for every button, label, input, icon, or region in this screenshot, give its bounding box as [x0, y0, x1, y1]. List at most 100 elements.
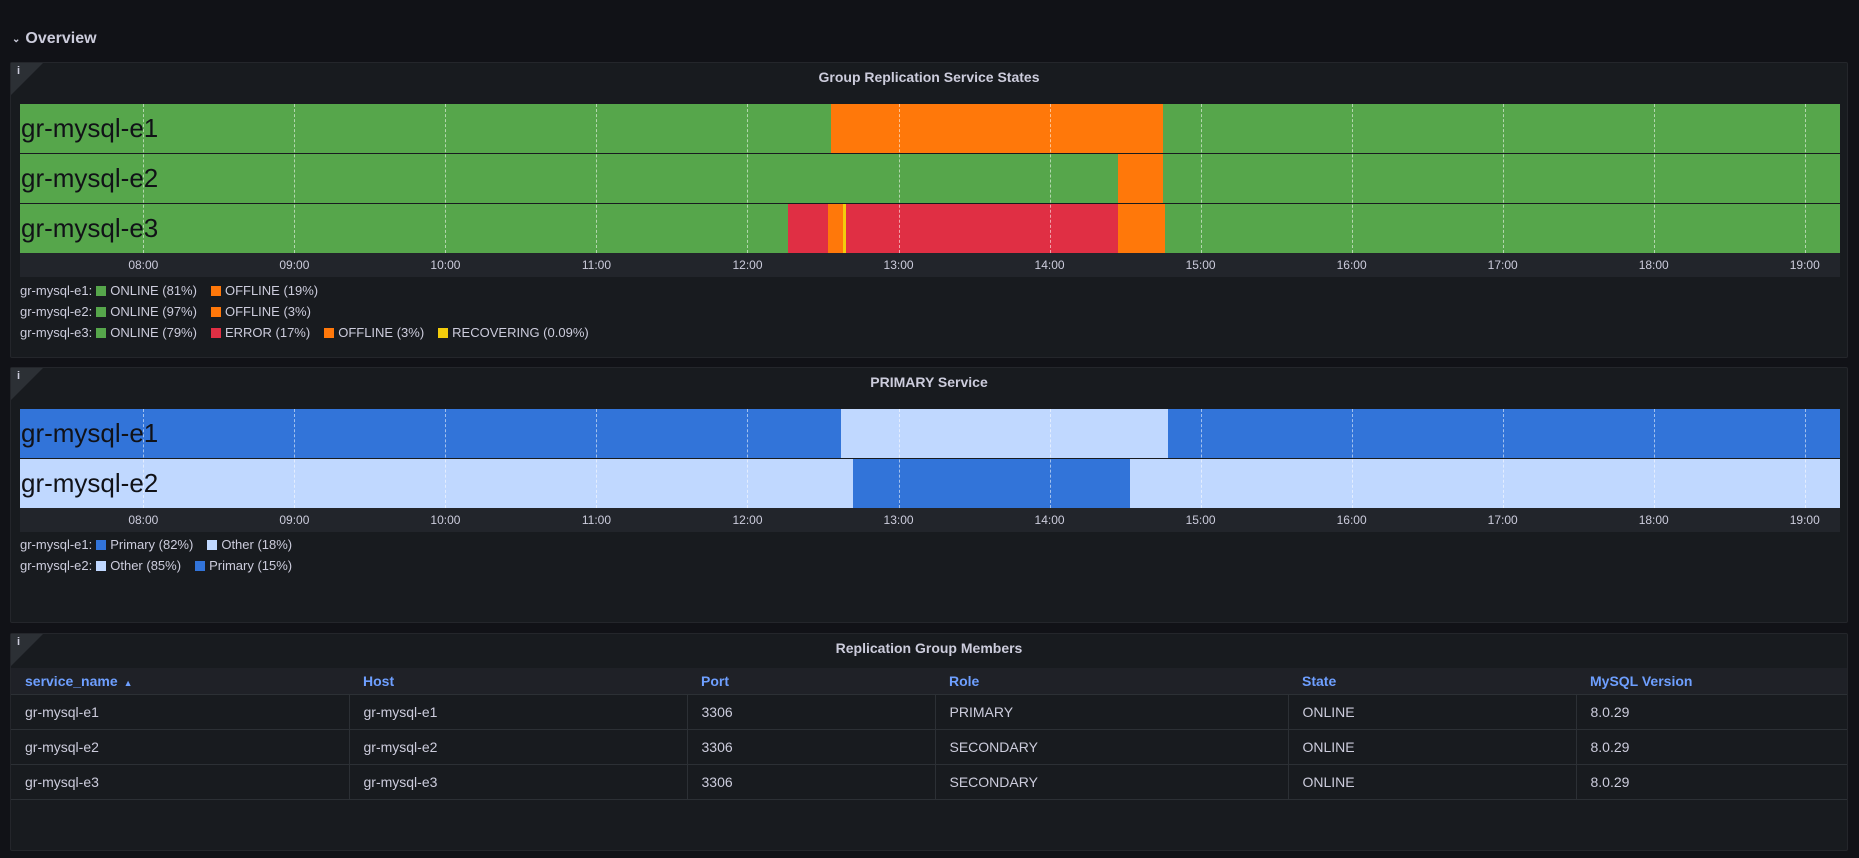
legend-item[interactable]: OFFLINE (19%)	[210, 283, 318, 298]
time-axis-tick-label: 11:00	[581, 513, 612, 527]
panel-group-replication-service-states: i Group Replication Service States gr-my…	[10, 62, 1848, 358]
column-header-mysql-version[interactable]: MySQL Version	[1576, 668, 1847, 695]
timeline-row: gr-mysql-e1	[20, 104, 1840, 153]
panel-title: PRIMARY Service	[870, 374, 988, 390]
legend-item[interactable]: ERROR (17%)	[210, 325, 311, 340]
timeline-gridline	[898, 409, 900, 508]
timeline-gridline	[1653, 104, 1655, 253]
time-axis: 08:00 09:00 10:00 11:00 12:00 13:00 14:00 15:00…	[20, 508, 1840, 532]
time-axis-tick-label: 09:00	[279, 258, 310, 272]
timeline-segment-offline[interactable]	[1117, 154, 1163, 203]
timeline-segment-online[interactable]	[20, 154, 1118, 203]
timeline-gridline	[143, 104, 145, 253]
panel-title: Group Replication Service States	[818, 69, 1040, 85]
timeline-row: gr-mysql-e1	[20, 409, 1840, 458]
legend-item[interactable]: ONLINE (81%)	[96, 283, 197, 298]
timeline-segment-offline[interactable]	[1117, 204, 1166, 253]
legend-item[interactable]: Other (18%)	[207, 537, 292, 552]
cell-service-name: gr-mysql-e3	[11, 764, 350, 800]
timeline-segment-other[interactable]	[1130, 459, 1840, 508]
timeline-gridline	[1049, 104, 1051, 253]
panel-replication-group-members: i Replication Group Members service_name…	[10, 633, 1848, 851]
cell-host: gr-mysql-e2	[349, 729, 688, 765]
time-axis-tick-label: 11:00	[581, 258, 612, 272]
timeline-segment-recovering[interactable]	[843, 204, 846, 253]
time-axis-tick-label: 15:00	[1185, 258, 1216, 272]
legend-swatch	[96, 327, 107, 338]
cell-role: PRIMARY	[935, 694, 1289, 730]
time-axis-tick-label: 13:00	[883, 513, 914, 527]
timeline-gridline	[1502, 409, 1504, 508]
timeline-gridline	[1200, 104, 1202, 253]
timeline-segment-error[interactable]	[787, 204, 829, 253]
info-icon[interactable]: i	[17, 370, 21, 382]
timeline-gridline	[1804, 409, 1806, 508]
timeline-segment-offline[interactable]	[830, 104, 1163, 153]
timeline-segment-error[interactable]	[845, 204, 1118, 253]
cell-mysql-version: 8.0.29	[1576, 694, 1847, 730]
timeline-segment-other[interactable]	[20, 459, 854, 508]
panel-info-corner	[11, 634, 43, 666]
timeline-gridline	[1502, 104, 1504, 253]
legend-swatch	[195, 560, 206, 571]
cell-role: SECONDARY	[935, 729, 1289, 765]
time-axis-tick-label: 18:00	[1638, 513, 1669, 527]
row-header-overview[interactable]: ⌄ Overview	[12, 28, 97, 50]
legend-series-name: gr-mysql-e1:	[20, 537, 93, 552]
timeline-row: gr-mysql-e3	[20, 204, 1840, 253]
timeline-segment-offline[interactable]	[828, 204, 844, 253]
timeline-gridline	[596, 104, 598, 253]
legend-item[interactable]: Other (85%)	[96, 558, 181, 573]
legend: gr-mysql-e1: Primary (82%) Other (18%) gr-m…	[20, 534, 306, 576]
timeline-segment-primary[interactable]	[853, 459, 1131, 508]
timeline-row: gr-mysql-e2	[20, 459, 1840, 508]
legend-item[interactable]: ONLINE (97%)	[96, 304, 197, 319]
time-axis-tick-label: 16:00	[1336, 258, 1367, 272]
cell-port: 3306	[687, 729, 936, 765]
legend-item[interactable]: OFFLINE (3%)	[210, 304, 311, 319]
cell-state: ONLINE	[1288, 729, 1577, 765]
time-axis-tick-label: 08:00	[128, 513, 159, 527]
panel-info-corner	[11, 368, 43, 400]
time-axis-tick-label: 13:00	[883, 258, 914, 272]
column-header-role[interactable]: Role	[935, 668, 1288, 695]
legend-item[interactable]: ONLINE (79%)	[96, 325, 197, 340]
column-header-service-name[interactable]: service_name ▲	[11, 668, 349, 695]
info-icon[interactable]: i	[17, 636, 21, 648]
column-header-host[interactable]: Host	[349, 668, 687, 695]
legend-label: ONLINE (79%)	[110, 325, 197, 340]
timeline-segment-other[interactable]	[840, 409, 1168, 458]
time-axis-tick-label: 19:00	[1789, 258, 1820, 272]
timeline-segment-online[interactable]	[1162, 154, 1840, 203]
cell-role: SECONDARY	[935, 764, 1289, 800]
legend-label: ERROR (17%)	[224, 325, 311, 340]
legend-swatch	[96, 306, 107, 317]
info-icon[interactable]: i	[17, 65, 21, 77]
cell-mysql-version: 8.0.29	[1576, 764, 1847, 800]
timeline-segment-online[interactable]	[20, 104, 831, 153]
legend-series-name: gr-mysql-e2:	[20, 558, 93, 573]
timeline-segment-primary[interactable]	[1167, 409, 1840, 458]
legend-swatch	[207, 539, 218, 550]
time-axis-tick-label: 10:00	[430, 258, 461, 272]
column-header-port[interactable]: Port	[687, 668, 935, 695]
legend-item[interactable]: Primary (15%)	[195, 558, 292, 573]
column-header-state[interactable]: State	[1288, 668, 1576, 695]
timeline-gridline	[1804, 104, 1806, 253]
table-row: gr-mysql-e2 gr-mysql-e2 3306 SECONDARY O…	[11, 729, 1847, 765]
timeline-segment-primary[interactable]	[20, 409, 841, 458]
legend-item[interactable]: OFFLINE (3%)	[324, 325, 424, 340]
timeline-gridline	[294, 409, 296, 508]
legend-series-name: gr-mysql-e2:	[20, 304, 93, 319]
timeline-segment-online[interactable]	[20, 204, 788, 253]
table-row: gr-mysql-e1 gr-mysql-e1 3306 PRIMARY ONL…	[11, 694, 1847, 730]
legend-label: ONLINE (81%)	[110, 283, 197, 298]
legend-item[interactable]: RECOVERING (0.09%)	[438, 325, 589, 340]
legend-line: gr-mysql-e1: ONLINE (81%) OFFLINE (19%)	[20, 280, 603, 301]
timeline-segment-online[interactable]	[1162, 104, 1840, 153]
chevron-down-icon: ⌄	[12, 33, 21, 45]
legend-line: gr-mysql-e1: Primary (82%) Other (18%)	[20, 534, 306, 555]
timeline-gridline	[1653, 409, 1655, 508]
legend-item[interactable]: Primary (82%)	[96, 537, 193, 552]
timeline-row: gr-mysql-e2	[20, 154, 1840, 203]
